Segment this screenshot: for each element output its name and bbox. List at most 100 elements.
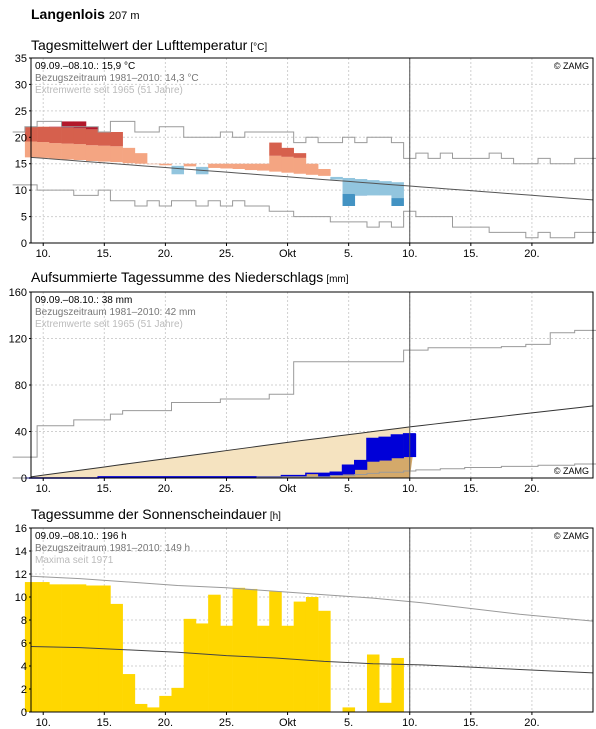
sunshine-bar (171, 687, 185, 712)
temp-bar-warm-strong (49, 127, 62, 144)
temp-xtick-label: 5. (344, 248, 353, 260)
temp-bar-warm-strong (98, 132, 111, 146)
precip-extreme-max-line (12, 329, 596, 458)
precip-xtick-label: 15. (97, 483, 112, 495)
temp-bar-warm (134, 153, 148, 164)
temp-xtick-label: 20. (524, 248, 539, 260)
sunshine-bar (366, 654, 380, 712)
sun-xtick-label: 20. (158, 717, 173, 729)
precip-normal-line (30, 405, 594, 478)
sunshine-bar (305, 597, 319, 712)
temp-xtick-label: 20. (158, 248, 173, 260)
precip-ytick-label: 40 (15, 427, 27, 439)
temp-bar-warm (269, 155, 282, 172)
temp-bar-warm (257, 163, 270, 171)
sunshine-bar (122, 674, 136, 712)
temp-bar-cool-strong (342, 193, 356, 206)
temp-bar-warm (73, 144, 87, 161)
precip-xtick-label: 15. (463, 483, 478, 495)
sunshine-bar (220, 625, 233, 712)
sun-ytick-label: 2 (21, 684, 27, 696)
temp-copyright: © ZAMG (554, 61, 589, 71)
precip-info-extremes: Extremwerte seit 1965 (51 Jahre) (35, 319, 183, 330)
sun-ytick-label: 0 (21, 707, 27, 719)
temp-bar-warm-strong (269, 142, 282, 156)
temp-bar-warm (281, 156, 294, 173)
temp-extreme-max-line (12, 120, 596, 165)
temp-bar-cool-strong (391, 198, 404, 206)
sun-ytick-label: 4 (21, 661, 27, 673)
sunshine-bar (293, 601, 307, 712)
sun-info-current: 09.09.–08.10.: 196 h (35, 531, 127, 542)
station-altitude: 207 m (108, 10, 140, 22)
precip-xtick-label: 20. (524, 483, 539, 495)
temp-panel: 0 5 10 15 20 25 30 35 10. 15. 20. 25. Okt 5. 10. 15. 20.… (12, 53, 596, 260)
precip-xtick-label: 25. (219, 483, 234, 495)
sun-ytick-label: 6 (21, 638, 27, 650)
precip-xtick-label: 10. (402, 483, 417, 495)
temp-bar-warm (85, 145, 99, 162)
precip-panel: 0 40 80 120 160 10. 15. 20. 25. Okt 5. 10. 15. 20. 09.… (9, 287, 596, 495)
temp-bar-cool-strong (354, 194, 368, 196)
precip-ytick-label: 80 (15, 380, 27, 392)
precip-bar (318, 473, 331, 477)
temp-extreme-min-line (12, 184, 596, 239)
temp-xtick-label: 15. (97, 248, 112, 260)
precip-ytick-label: 160 (9, 287, 27, 299)
temp-xtick-label: 10. (402, 248, 417, 260)
sunshine-bar (195, 623, 209, 712)
temp-ytick-label: 35 (15, 53, 27, 65)
precip-info-reference: Bezugszeitraum 1981–2010: 42 mm (35, 307, 196, 318)
temp-bar-warm (49, 143, 62, 159)
sun-xtick-label: 15. (97, 717, 112, 729)
temp-bar-warm-extreme (85, 126, 99, 130)
temp-xtick-label: 15. (463, 248, 478, 260)
temp-bar-cool (379, 181, 392, 196)
precip-xtick-label: 10. (36, 483, 51, 495)
temp-bar-cool (171, 165, 185, 175)
temp-info-current: 09.09.–08.10.: 15,9 °C (35, 61, 135, 72)
precip-ytick-label: 120 (9, 334, 27, 346)
sunshine-bar (183, 618, 197, 712)
temp-bar-warm-extreme (61, 121, 75, 128)
precip-ytick-label: 0 (21, 473, 27, 485)
temp-bar-warm (183, 163, 197, 167)
temperature-unit: [°C] (250, 42, 268, 53)
precip-bar (342, 465, 356, 475)
sun-xtick-label: 15. (463, 717, 478, 729)
temp-bar-warm (305, 163, 319, 175)
sunshine-unit: [h] (269, 511, 281, 522)
temp-bar-warm-strong (61, 127, 75, 144)
temp-ytick-label: 5 (21, 212, 27, 224)
precip-normal-area (31, 426, 410, 478)
temp-bar-warm (318, 169, 331, 176)
sun-xtick-label: 10. (402, 717, 417, 729)
sunshine-bar (147, 707, 160, 712)
precip-bar (330, 472, 343, 476)
temp-bar-warm-strong (37, 126, 50, 143)
temp-ytick-label: 15 (15, 159, 27, 171)
sunshine-bar (73, 584, 87, 712)
precip-xtick-label: 20. (158, 483, 173, 495)
sunshine-bar (391, 657, 404, 712)
temp-bar-warm (293, 157, 307, 174)
precip-xtick-label: 5. (344, 483, 353, 495)
sun-ytick-label: 14 (15, 546, 27, 558)
temp-bar-cool (391, 182, 404, 199)
temp-bar-warm (159, 163, 172, 166)
temp-ytick-label: 0 (21, 238, 27, 250)
temp-ytick-label: 20 (15, 132, 27, 144)
temp-info-extremes: Extremwerte seit 1965 (51 Jahre) (35, 85, 183, 96)
sunshine-title-text: Tagessumme der Sonnenscheindauer (31, 506, 267, 522)
temperature-chart-title: Tagesmittelwert der Lufttemperatur [°C] (31, 37, 267, 53)
precip-title-text: Aufsummierte Tagessumme des Niederschlag… (31, 269, 324, 285)
sunshine-bar (49, 584, 62, 712)
temp-bar-warm-strong (293, 153, 307, 158)
sunshine-bar (134, 703, 148, 712)
temp-bar-cool (330, 176, 343, 180)
sunshine-bar (244, 588, 258, 712)
temp-bar-warm (61, 143, 75, 160)
station-name: Langenlois (31, 6, 105, 22)
precip-copyright: © ZAMG (554, 466, 589, 476)
sunshine-bar (110, 603, 123, 712)
